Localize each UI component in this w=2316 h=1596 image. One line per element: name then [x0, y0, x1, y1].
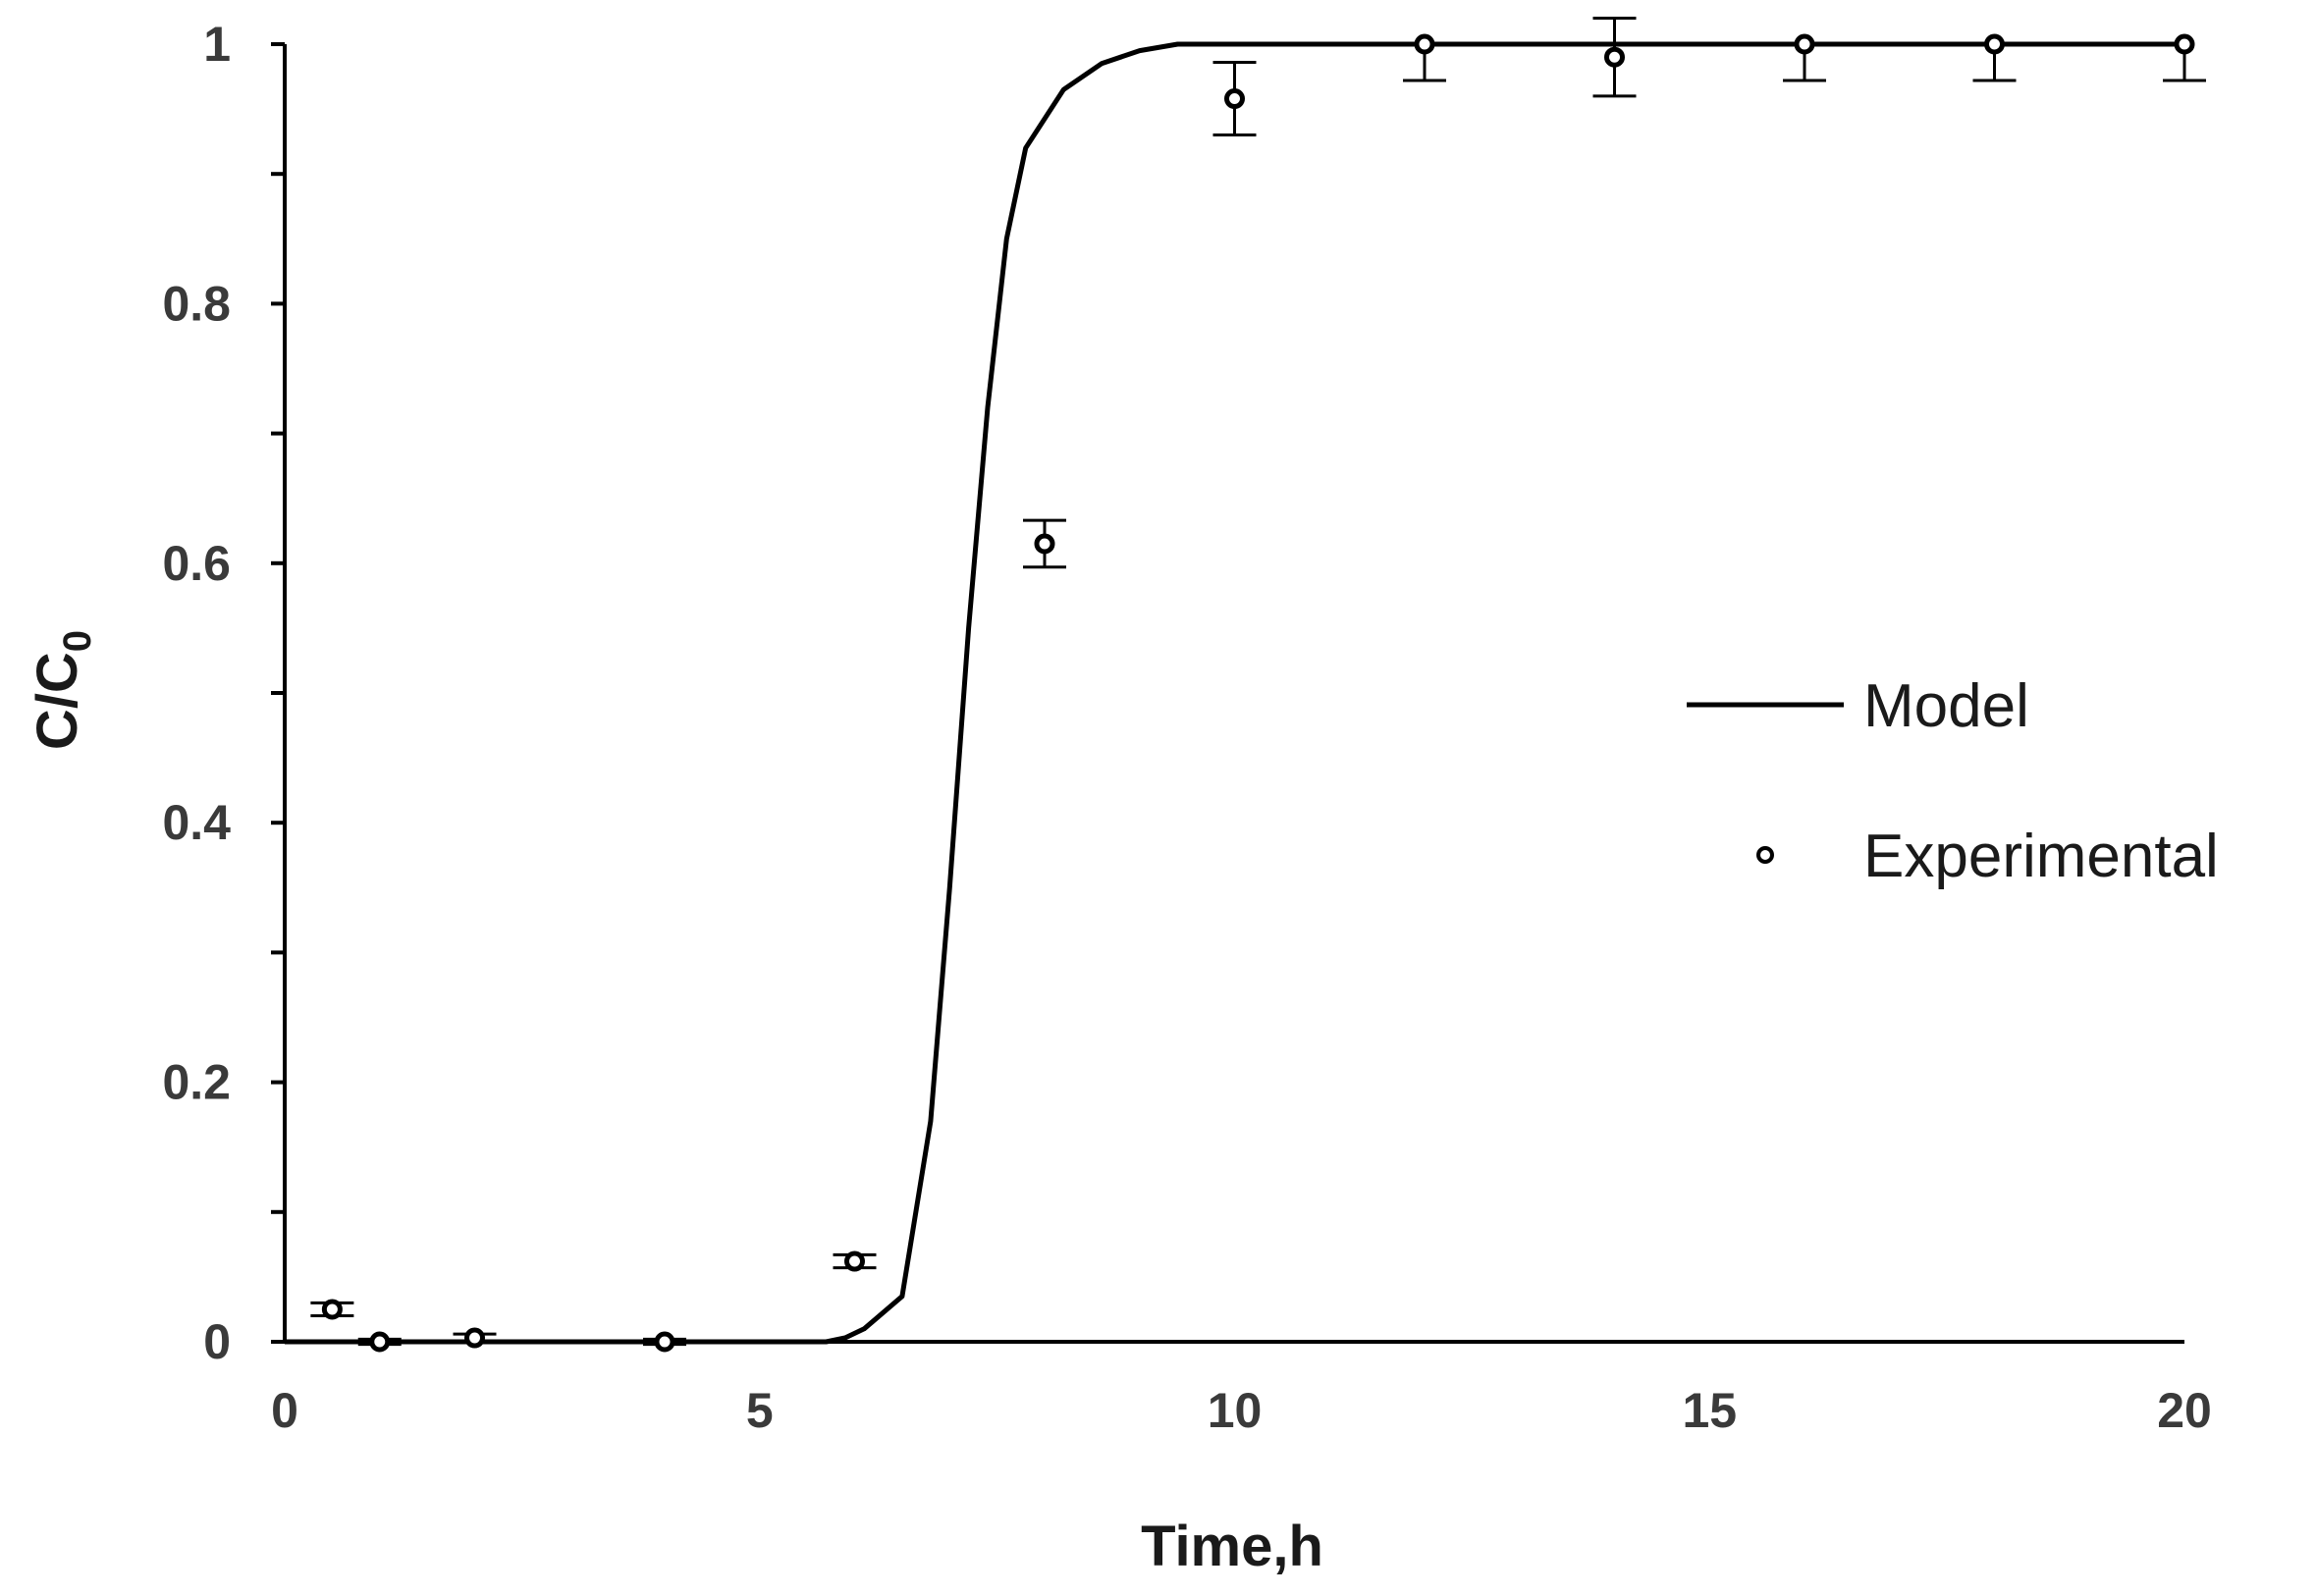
y-axis-ticks: 0 0.2 0.4 0.6 0.8 1 [162, 17, 285, 1369]
experimental-point [1984, 33, 2005, 55]
legend-experimental-marker [1756, 846, 1774, 864]
experimental-point [1414, 33, 1435, 55]
experimental-point [369, 1331, 391, 1353]
x-tick-label: 15 [1682, 1383, 1737, 1438]
y-tick-label: 0.6 [162, 536, 231, 591]
x-tick-label: 10 [1208, 1383, 1263, 1438]
plot-area: 0 0.2 0.4 0.6 0.8 1 0 5 10 15 20 [162, 17, 2211, 1438]
x-tick-label: 0 [271, 1383, 298, 1438]
model-series-line [285, 41, 2184, 1345]
experimental-point [1034, 533, 1055, 555]
experimental-point [1604, 46, 1625, 68]
y-tick-label: 0.4 [162, 795, 231, 850]
experimental-point [464, 1327, 485, 1349]
experimental-point [844, 1250, 865, 1272]
x-axis-title: Time,h [1141, 1515, 1323, 1578]
legend-model-label: Model [1863, 672, 2029, 740]
y-axis-title-main: C/C [26, 652, 89, 750]
experimental-point [1794, 33, 1815, 55]
experimental-points [321, 33, 2195, 1353]
x-axis-ticks: 0 5 10 15 20 [271, 1383, 2212, 1438]
experimental-point [654, 1331, 675, 1353]
x-tick-label: 5 [746, 1383, 774, 1438]
experimental-point [321, 1299, 343, 1320]
y-tick-label: 1 [203, 17, 231, 72]
experimental-point [1224, 88, 1245, 110]
y-tick-label: 0.2 [162, 1055, 231, 1110]
experimental-point [2174, 33, 2195, 55]
y-axis-title-subscript: 0 [56, 630, 99, 652]
x-tick-label: 20 [2157, 1383, 2212, 1438]
legend-experimental-label: Experimental [1863, 823, 2219, 890]
y-axis-title: C/C0 [26, 630, 99, 750]
y-tick-label: 0.8 [162, 276, 231, 331]
legend: Model Experimental [1687, 672, 2219, 890]
y-tick-label: 0 [203, 1314, 231, 1369]
